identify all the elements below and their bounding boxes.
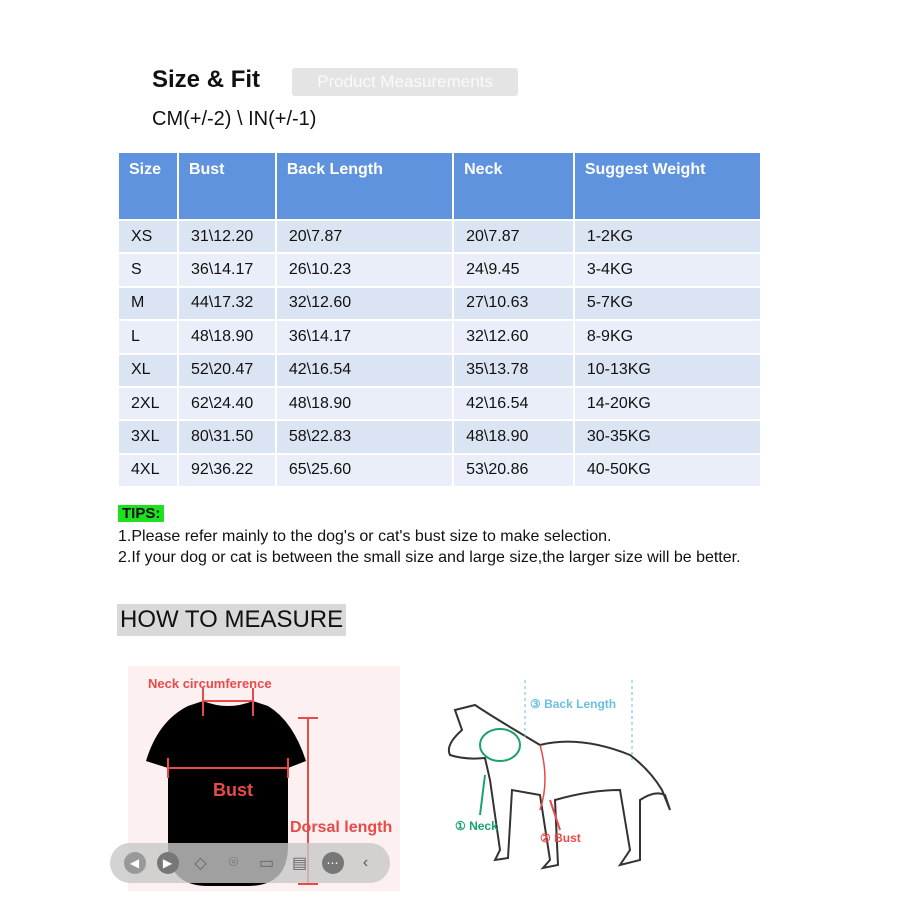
table-row: S 36\14.17 26\10.23 24\9.45 3-4KG — [119, 252, 760, 286]
product-measurements-badge: Product Measurements — [292, 68, 518, 96]
table-cell: 36\14.17 — [276, 319, 453, 353]
column-header: Size — [119, 153, 177, 219]
screenshot-icon[interactable]: ⌾ — [228, 854, 239, 871]
table-cell: 8-9KG — [574, 319, 760, 353]
table-cell: 35\13.78 — [454, 352, 573, 386]
table-row: 2XL 62\24.40 48\18.90 42\16.54 14-20KG — [119, 385, 760, 420]
table-cell: 10-13KG — [574, 352, 760, 386]
floating-toolbar: ◀ ▶ ◇ ⌾ ▭ ▤ ⋯ ‹ — [110, 843, 390, 883]
more-icon[interactable]: ⋯ — [321, 852, 344, 874]
table-cell: 3-4KG — [574, 252, 760, 286]
table-cell: 62\24.40 — [178, 385, 275, 420]
table-cell: 20\7.87 — [276, 219, 453, 253]
column-header: Bust — [178, 153, 275, 219]
table-cell: 52\20.47 — [178, 352, 275, 386]
table-cell: XS — [119, 219, 177, 253]
table-cell: 30-35KG — [574, 419, 760, 453]
table-cell: 24\9.45 — [454, 252, 573, 286]
table-cell: XL — [119, 352, 177, 386]
table-row: 4XL 92\36.22 65\25.60 53\20.86 40-50KG — [119, 452, 760, 487]
dog-bust-label: ② Bust — [540, 831, 581, 845]
neck-circumference-label: Neck circumference — [148, 676, 272, 691]
table-cell: 48\18.90 — [178, 319, 275, 353]
table-cell: 48\18.90 — [454, 419, 573, 453]
table-cell: 4XL — [119, 452, 177, 487]
column-header: Back Length — [276, 153, 453, 219]
neck-label: ① Neck — [455, 819, 498, 833]
table-cell: 44\17.32 — [178, 285, 275, 320]
table-cell: 14-20KG — [574, 385, 760, 420]
back-length-label: ③ Back Length — [530, 697, 616, 711]
table-cell: M — [119, 285, 177, 320]
previous-icon[interactable]: ◀ — [123, 852, 146, 874]
table-cell: 32\12.60 — [276, 285, 453, 320]
table-cell: 27\10.63 — [454, 285, 573, 320]
table-cell: 3XL — [119, 419, 177, 453]
table-row: M 44\17.32 32\12.60 27\10.63 5-7KG — [119, 285, 760, 320]
table-cell: 2XL — [119, 385, 177, 420]
comment-icon[interactable]: ▤ — [291, 855, 308, 872]
table-row: 3XL 80\31.50 58\22.83 48\18.90 30-35KG — [119, 419, 760, 453]
column-header: Neck — [454, 153, 573, 219]
table-cell: S — [119, 252, 177, 286]
table-cell: 31\12.20 — [178, 219, 275, 253]
size-table: Size Bust Back Length Neck Suggest Weight XS… — [117, 153, 762, 487]
table-cell: 53\20.86 — [454, 452, 573, 487]
table-cell: 42\16.54 — [454, 385, 573, 420]
table-cell: 40-50KG — [574, 452, 760, 487]
table-cell: 65\25.60 — [276, 452, 453, 487]
play-icon[interactable]: ▶ — [156, 852, 179, 874]
table-cell: 80\31.50 — [178, 419, 275, 453]
table-header: Size Bust Back Length Neck Suggest Weight — [119, 153, 760, 219]
tips-label: TIPS: — [118, 505, 165, 522]
table-cell: 20\7.87 — [454, 219, 573, 253]
units-label: CM(+/-2) \ IN(+/-1) — [152, 108, 317, 130]
column-header: Suggest Weight — [574, 153, 760, 219]
tip-2: 2.If your dog or cat is between the smal… — [118, 549, 741, 566]
table-cell: L — [119, 319, 177, 353]
table-row: XL 52\20.47 42\16.54 35\13.78 10-13KG — [119, 352, 760, 386]
eraser-icon[interactable]: ◇ — [194, 855, 207, 872]
table-cell: 5-7KG — [574, 285, 760, 320]
dorsal-length-label: Dorsal length — [290, 819, 392, 836]
table-cell: 36\14.17 — [178, 252, 275, 286]
table-cell: 26\10.23 — [276, 252, 453, 286]
video-icon[interactable]: ▭ — [258, 855, 275, 872]
dog-diagram: ③ Back Length ① Neck ② Bust — [440, 680, 680, 885]
table-cell: 42\16.54 — [276, 352, 453, 386]
table-row: L 48\18.90 36\14.17 32\12.60 8-9KG — [119, 319, 760, 353]
page-title: Size & Fit — [152, 66, 261, 93]
table-cell: 92\36.22 — [178, 452, 275, 487]
table-cell: 58\22.83 — [276, 419, 453, 453]
table-row: XS 31\12.20 20\7.87 20\7.87 1-2KG — [119, 219, 760, 253]
table-cell: 1-2KG — [574, 219, 760, 253]
bust-label: Bust — [213, 780, 253, 800]
tip-1: 1.Please refer mainly to the dog's or ca… — [118, 528, 612, 545]
how-to-measure-heading: HOW TO MEASURE — [117, 604, 347, 636]
collapse-icon[interactable]: ‹ — [362, 854, 369, 871]
table-cell: 32\12.60 — [454, 319, 573, 353]
table-cell: 48\18.90 — [276, 385, 453, 420]
